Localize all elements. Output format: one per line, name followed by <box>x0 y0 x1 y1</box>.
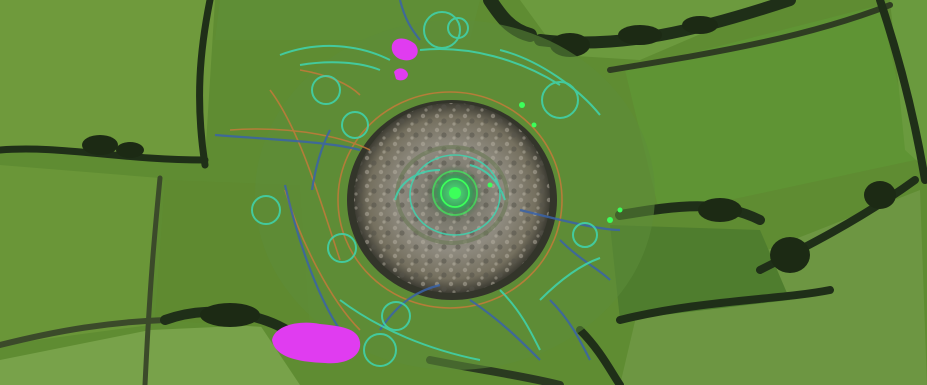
field-west <box>0 165 160 345</box>
